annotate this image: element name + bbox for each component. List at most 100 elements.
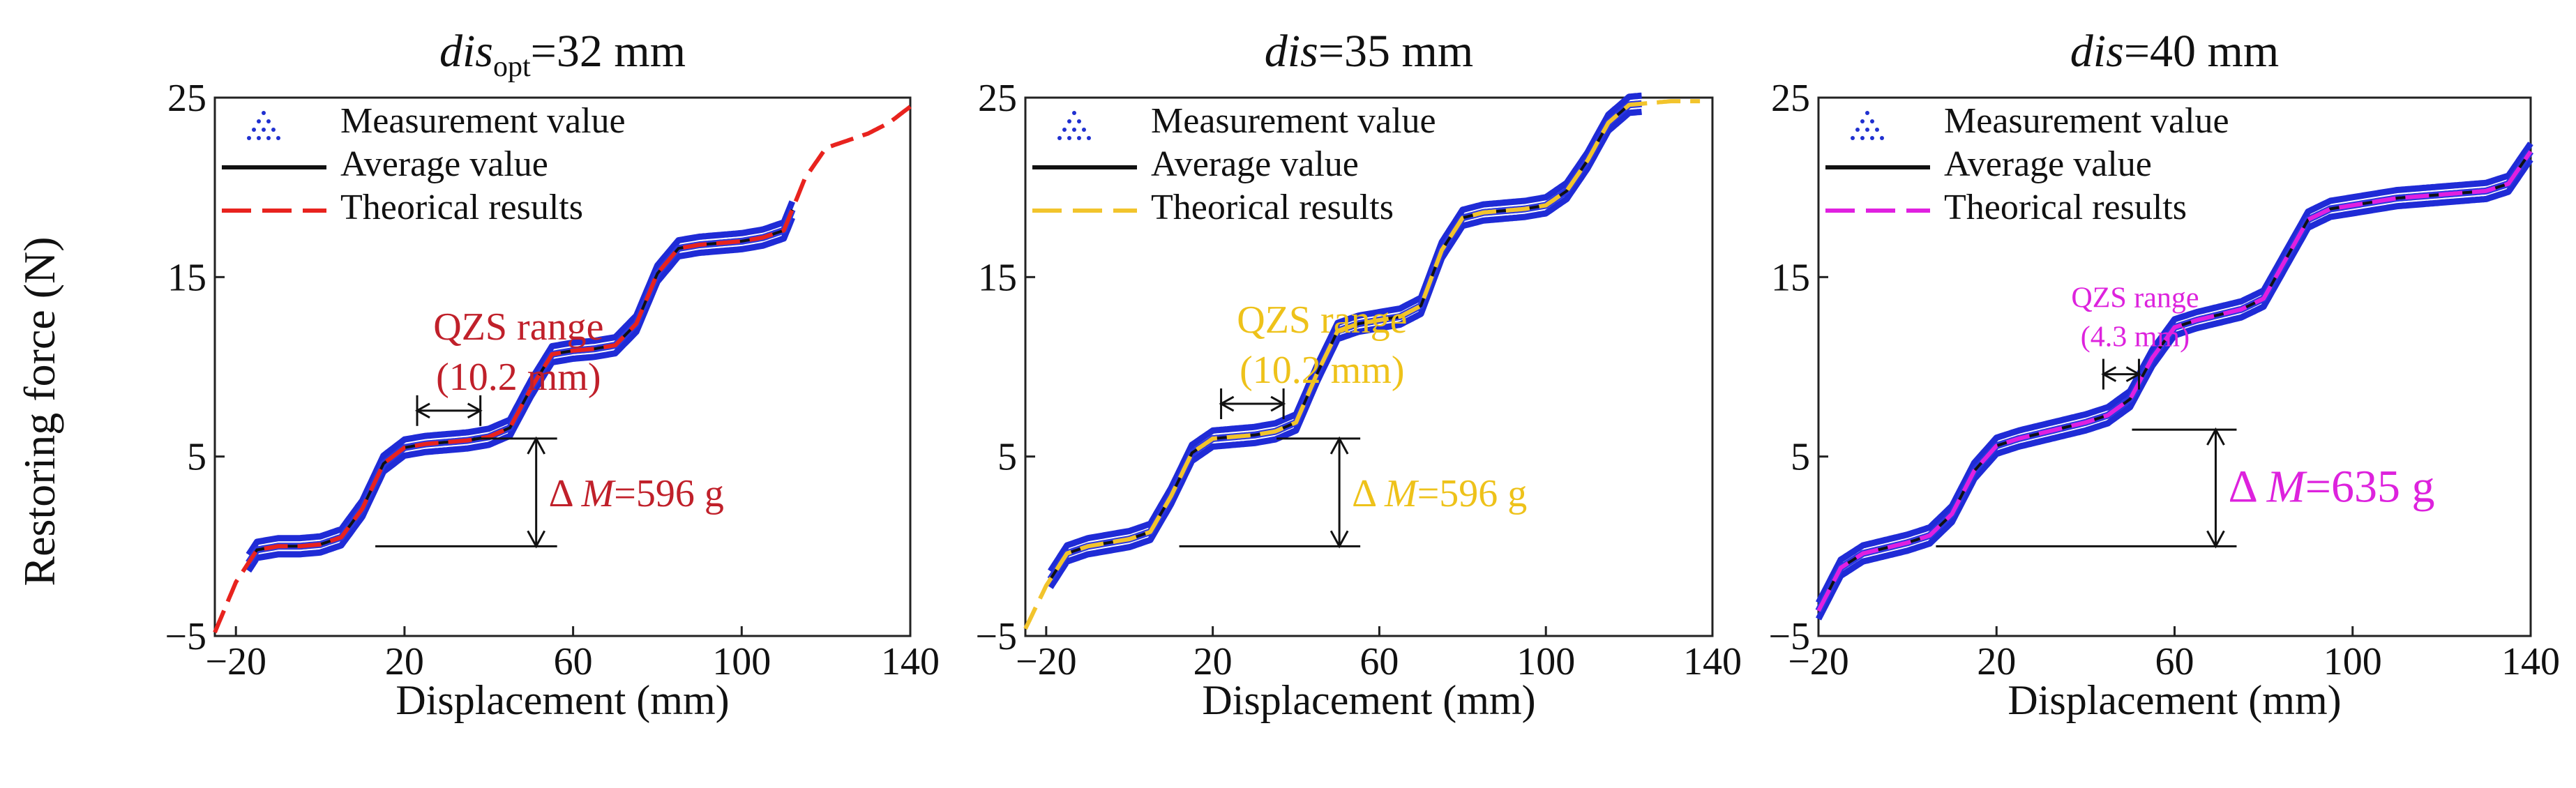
chart-panel-3: dis=40 mm −20 20 60 100 140 −5 5 15 25 Displacemen… bbox=[1768, 26, 2560, 723]
plot-area-frame bbox=[213, 96, 912, 637]
delta-m-label: Δ M=596 g bbox=[549, 472, 724, 515]
y-tick-label: 5 bbox=[1791, 436, 1810, 479]
delta-m-label: Δ M=596 g bbox=[1352, 472, 1527, 515]
qzs-range-value: (10.2 mm) bbox=[1240, 349, 1404, 392]
legend-measurement-label: Measurement value bbox=[1151, 101, 1436, 141]
legend-theory-label: Theorical results bbox=[1944, 188, 2187, 227]
delta-symbol: Δ bbox=[2228, 462, 2266, 513]
delta-value: =596 g bbox=[1417, 472, 1528, 515]
qzs-arrow-right-icon bbox=[1270, 395, 1286, 412]
legend-measurement-marker bbox=[247, 111, 280, 140]
qzs-range-annotation: QZS range (10.2 mm) bbox=[1219, 298, 1407, 420]
y-tick-label: 25 bbox=[978, 77, 1017, 120]
delta-value: =596 g bbox=[614, 472, 724, 515]
y-tick-label: 5 bbox=[187, 436, 206, 479]
theoretical-results-line bbox=[213, 105, 912, 634]
x-tick-label: 20 bbox=[385, 640, 424, 683]
legend-marker-dot bbox=[1855, 128, 1860, 132]
y-tick-label: 25 bbox=[1771, 77, 1810, 120]
qzs-arrow-right-icon bbox=[2125, 366, 2141, 382]
legend-average-label: Average value bbox=[340, 144, 548, 184]
legend-marker-dot bbox=[252, 128, 256, 132]
x-tick-label: 60 bbox=[2155, 640, 2194, 683]
delta-arrow-down-icon bbox=[527, 530, 545, 549]
legend-marker-dot bbox=[1062, 128, 1067, 132]
qzs-range-label: QZS range bbox=[1237, 298, 1407, 342]
qzs-arrow-left-icon bbox=[414, 402, 430, 419]
legend-marker-dot bbox=[1077, 119, 1081, 123]
x-tick-label: 140 bbox=[2501, 640, 2560, 683]
qzs-range-label: QZS range bbox=[433, 305, 603, 349]
qzs-range-value: (4.3 mm) bbox=[2081, 321, 2190, 354]
legend-marker-dot bbox=[1860, 136, 1865, 140]
title-variable: dis bbox=[439, 26, 493, 77]
measurement-band-upper bbox=[1048, 92, 1643, 573]
delta-m-annotation: Δ M=596 g bbox=[375, 436, 724, 549]
legend-marker-dot bbox=[1860, 119, 1865, 123]
chart-title: disopt=32 mm bbox=[439, 26, 686, 83]
delta-arrow-down-icon bbox=[2206, 530, 2225, 549]
qzs-arrow-left-icon bbox=[2101, 366, 2117, 382]
title-value: =32 mm bbox=[531, 26, 686, 77]
x-tick-label: 20 bbox=[1977, 640, 2016, 683]
chart-panel-1: disopt=32 mm −20 20 60 100 140 −5 5 15 25 Displace… bbox=[165, 26, 940, 723]
delta-variable: M bbox=[1384, 472, 1419, 515]
x-tick-label: 60 bbox=[1359, 640, 1399, 683]
chart-panel-2: dis=35 mm −20 20 60 100 140 −5 5 15 25 Displacemen… bbox=[975, 26, 1742, 723]
delta-symbol: Δ bbox=[549, 472, 582, 515]
y-tick-label: 15 bbox=[1771, 256, 1810, 299]
legend-measurement-label: Measurement value bbox=[340, 101, 626, 141]
legend-marker-dot bbox=[1880, 136, 1884, 140]
legend-marker-dot bbox=[262, 128, 266, 132]
y-tick-label: 25 bbox=[167, 77, 206, 120]
delta-m-label: Δ M=635 g bbox=[2228, 462, 2434, 513]
qzs-arrow-left-icon bbox=[1219, 395, 1235, 412]
legend-average-label: Average value bbox=[1151, 144, 1359, 184]
legend-marker-dot bbox=[257, 136, 261, 140]
y-tick-label: −5 bbox=[165, 615, 206, 658]
y-tick-label: 15 bbox=[978, 256, 1017, 299]
measurement-band-lower bbox=[1816, 158, 2533, 621]
legend-marker-dot bbox=[247, 136, 251, 140]
legend-marker-dot bbox=[1077, 136, 1081, 140]
legend-marker-dot bbox=[1067, 136, 1071, 140]
chart-title: dis=35 mm bbox=[1265, 26, 1473, 77]
delta-m-annotation: Δ M=596 g bbox=[1179, 436, 1527, 549]
x-tick-label: 100 bbox=[2323, 640, 2382, 683]
legend-marker-dot bbox=[257, 119, 261, 123]
measurement-band-lower bbox=[1048, 108, 1643, 589]
delta-arrow-down-icon bbox=[1330, 530, 1349, 549]
legend-marker-dot bbox=[276, 136, 280, 140]
chart-title: dis=40 mm bbox=[2070, 26, 2279, 77]
qzs-range-annotation: QZS range (4.3 mm) bbox=[2071, 282, 2199, 390]
delta-variable: M bbox=[2266, 462, 2308, 513]
qzs-range-annotation: QZS range (10.2 mm) bbox=[414, 305, 603, 426]
x-tick-label: −20 bbox=[205, 640, 266, 683]
legend-marker-dot bbox=[1057, 136, 1062, 140]
qzs-range-label: QZS range bbox=[2071, 282, 2199, 315]
legend-measurement-marker bbox=[1057, 111, 1091, 140]
measurement-band-lower bbox=[246, 216, 795, 573]
x-tick-label: 140 bbox=[1683, 640, 1742, 683]
legend-theory-label: Theorical results bbox=[340, 188, 583, 227]
title-value: =35 mm bbox=[1318, 26, 1473, 77]
legend-marker-dot bbox=[1851, 136, 1855, 140]
theoretical-results-line bbox=[1816, 150, 2533, 612]
legend-marker-dot bbox=[1865, 111, 1869, 115]
legend-marker-dot bbox=[1875, 128, 1879, 132]
measurement-band-upper bbox=[1816, 142, 2533, 605]
y-tick-label: 5 bbox=[997, 436, 1017, 479]
x-tick-label: −20 bbox=[1788, 640, 1849, 683]
legend-marker-dot bbox=[1865, 128, 1869, 132]
qzs-range-value: (10.2 mm) bbox=[436, 356, 601, 399]
theoretical-results-line bbox=[1023, 99, 1701, 630]
legend-measurement-label: Measurement value bbox=[1944, 101, 2229, 141]
legend-measurement-marker bbox=[1851, 111, 1884, 140]
delta-arrow-up-icon bbox=[2206, 427, 2225, 446]
delta-arrow-up-icon bbox=[1330, 436, 1349, 455]
x-tick-label: 140 bbox=[881, 640, 940, 683]
delta-symbol: Δ bbox=[1352, 472, 1385, 515]
delta-m-annotation: Δ M=635 g bbox=[1936, 427, 2434, 549]
legend-marker-dot bbox=[1087, 136, 1091, 140]
legend-marker-dot bbox=[271, 128, 276, 132]
